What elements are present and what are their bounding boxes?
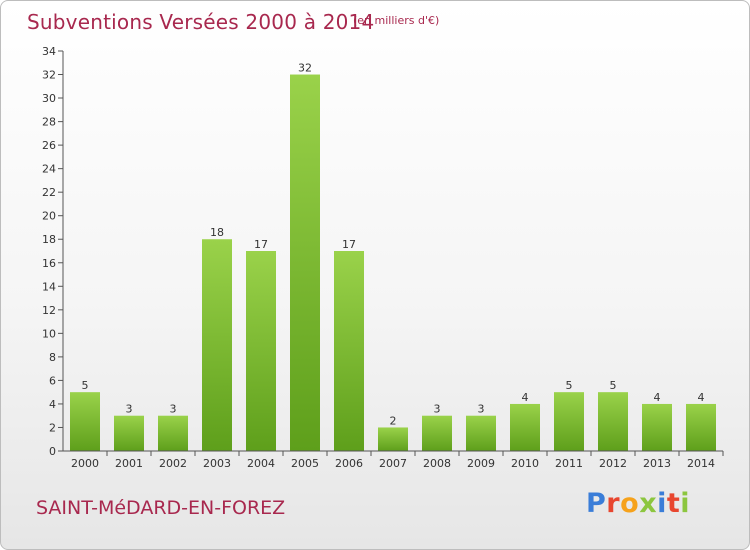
x-tick-label: 2002 [159,457,187,470]
bar-value-label: 5 [566,379,573,392]
y-tick-label: 10 [42,327,56,340]
y-tick-label: 24 [42,163,56,176]
x-tick-label: 2014 [687,457,715,470]
x-tick-label: 2007 [379,457,407,470]
bar [246,251,276,451]
bar-value-label: 3 [126,403,133,416]
y-tick-label: 32 [42,69,56,82]
bar [202,239,232,451]
bar-value-label: 4 [522,391,529,404]
bar-value-label: 3 [434,403,441,416]
y-tick-label: 16 [42,257,56,270]
y-tick-label: 12 [42,304,56,317]
bar [290,74,320,451]
bar-value-label: 17 [254,238,268,251]
bar [422,415,452,451]
logo-letter: i [680,488,691,519]
x-axis: 2000 2001 2002 2003 2004 2005 2006 2007 2008 2009… [63,450,724,470]
x-tick-label: 2009 [467,457,495,470]
bar-value-label: 4 [698,391,705,404]
bar-value-label: 17 [342,238,356,251]
bar-value-label: 3 [478,403,485,416]
bar [598,392,628,451]
x-tick-label: 2005 [291,457,319,470]
bar-value-label: 3 [170,403,177,416]
bar [642,403,672,451]
y-tick-label: 34 [42,45,56,58]
bar-value-label: 5 [82,379,89,392]
bar [466,415,496,451]
bar [158,415,188,451]
y-tick-label: 2 [49,421,56,434]
logo-letter: x [639,488,658,519]
x-tick-label: 2004 [247,457,275,470]
bar [686,403,716,451]
bar-value-label: 18 [210,226,224,239]
y-tick-label: 26 [42,139,56,152]
bar-value-label: 32 [298,62,312,75]
y-tick-label: 30 [42,92,56,105]
y-tick-label: 8 [49,351,56,364]
logo-letter: o [620,488,640,519]
logo-letter: t [666,488,681,519]
x-tick-label: 2000 [71,457,99,470]
y-tick-label: 14 [42,280,56,293]
y-tick-label: 28 [42,116,56,129]
bar-value-label: 5 [610,379,617,392]
x-tick-label: 2012 [599,457,627,470]
bar [70,392,100,451]
x-tick-label: 2010 [511,457,539,470]
logo-letter: r [606,488,621,519]
x-tick-label: 2003 [203,457,231,470]
bars: 5 3 3 18 17 32 17 2 3 3 4 5 5 4 4 [70,62,716,451]
y-tick-label: 4 [49,398,56,411]
logo-letter: P [586,488,607,519]
bar-value-label: 2 [390,414,397,427]
y-tick-label: 0 [49,445,56,458]
chart-title: Subventions Versées 2000 à 2014 [27,10,375,34]
bar-value-label: 4 [654,391,661,404]
bar [510,403,540,451]
y-tick-label: 18 [42,233,56,246]
y-tick-label: 22 [42,186,56,199]
y-tick-label: 20 [42,210,56,223]
bar [114,415,144,451]
y-tick-label: 6 [49,374,56,387]
x-tick-label: 2013 [643,457,671,470]
unit-note: (en milliers d'€) [353,14,440,27]
bar [554,392,584,451]
bar [378,427,408,451]
x-tick-label: 2008 [423,457,451,470]
x-tick-label: 2001 [115,457,143,470]
x-tick-label: 2006 [335,457,363,470]
proxiti-logo[interactable]: Proxiti [586,488,690,519]
bar [334,251,364,451]
x-tick-label: 2011 [555,457,583,470]
commune-name: SAINT-MéDARD-EN-FOREZ [36,497,286,519]
logo-letter: i [657,488,667,519]
